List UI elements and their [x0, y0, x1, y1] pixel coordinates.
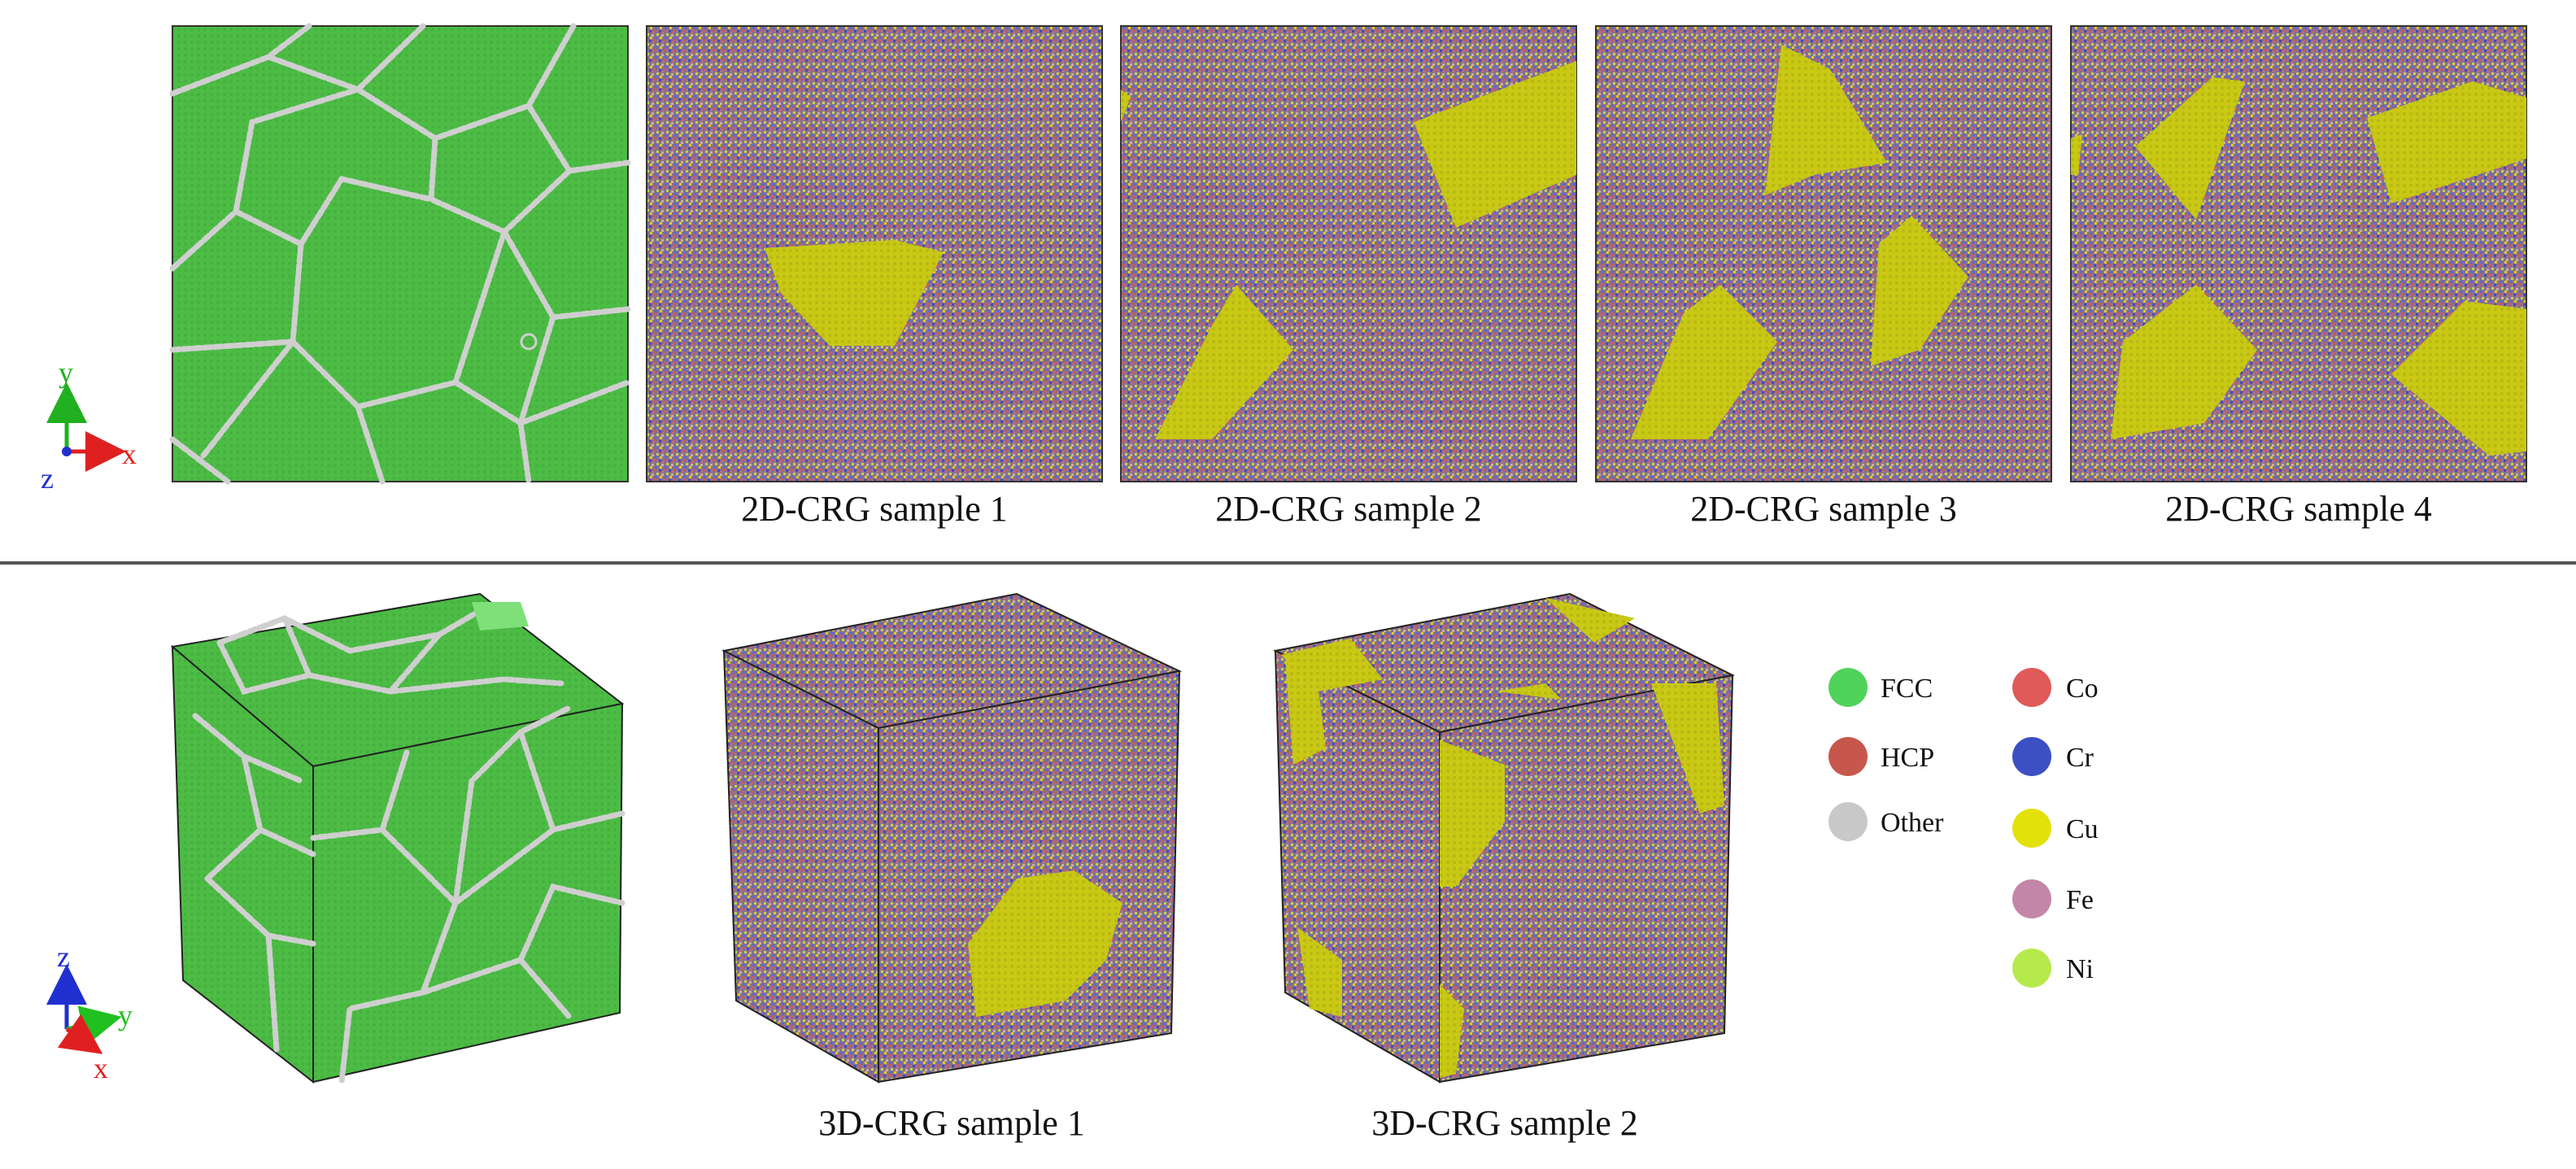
- legend-item-co: Co: [2012, 668, 2099, 707]
- legend-swatch-other: [1828, 802, 1868, 841]
- caption-3d-sample-2: 3D-CRG sample 2: [1371, 1103, 1638, 1143]
- legend-swatch-fe: [2012, 879, 2051, 918]
- legend-item-ni: Ni: [2012, 949, 2094, 988]
- axes-triad-3d: z y x: [46, 940, 133, 1084]
- panel-2d-fcc-polycrystal: [169, 23, 631, 485]
- axis-label-x: x: [94, 1052, 108, 1084]
- legend-item-fe: Fe: [2012, 879, 2094, 918]
- cube-3d-crg-sample-1: [721, 592, 1183, 1084]
- axes-triad-2d: y x z: [41, 356, 137, 495]
- legend-item-hcp: HCP: [1828, 737, 1934, 776]
- legend-swatch-cr: [2012, 737, 2051, 776]
- legend-swatch-co: [2012, 668, 2051, 707]
- legend-swatch-cu: [2012, 809, 2051, 848]
- panel-2d-crg-sample-3: [1595, 25, 2052, 482]
- caption-2d-sample-2: 2D-CRG sample 2: [1215, 489, 1482, 529]
- legend-item-cr: Cr: [2012, 737, 2094, 776]
- legend-label-ni: Ni: [2066, 954, 2094, 984]
- caption-3d-sample-1: 3D-CRG sample 1: [818, 1103, 1085, 1143]
- panel-2d-crg-sample-2: [1120, 25, 1577, 482]
- axis-label-y: y: [118, 999, 133, 1032]
- legend-label-fcc: FCC: [1881, 674, 1933, 704]
- caption-2d-sample-1: 2D-CRG sample 1: [741, 489, 1008, 529]
- caption-2d-sample-3: 2D-CRG sample 3: [1690, 489, 1957, 529]
- axis-label-y: y: [59, 356, 73, 389]
- cube-3d-fcc-polycrystal: [170, 592, 625, 1085]
- axis-label-z: z: [41, 462, 54, 495]
- legend-swatch-ni: [2012, 949, 2051, 988]
- legend-label-cu: Cu: [2066, 814, 2099, 844]
- legend-label-hcp: HCP: [1881, 743, 1934, 773]
- legend-swatch-fcc: [1828, 668, 1868, 707]
- panel-2d-crg-sample-4: [2070, 25, 2527, 482]
- legend-label-co: Co: [2066, 674, 2099, 704]
- legend-elements: Co Cr Cu Fe Ni: [2012, 668, 2099, 988]
- legend-item-other: Other: [1828, 802, 1944, 841]
- legend-item-fcc: FCC: [1828, 668, 1933, 707]
- axis-label-z: z: [57, 940, 70, 973]
- legend-swatch-hcp: [1828, 737, 1868, 776]
- legend-label-other: Other: [1881, 808, 1944, 838]
- panel-2d-crg-sample-1: [646, 25, 1103, 482]
- caption-2d-sample-4: 2D-CRG sample 4: [2165, 489, 2432, 529]
- axis-label-x: x: [122, 438, 137, 470]
- legend-item-cu: Cu: [2012, 809, 2099, 848]
- cube-3d-crg-sample-2: [1272, 592, 1736, 1084]
- legend-label-cr: Cr: [2066, 743, 2094, 773]
- legend-structure-types: FCC HCP Other: [1828, 668, 1944, 841]
- legend-label-fe: Fe: [2066, 885, 2094, 915]
